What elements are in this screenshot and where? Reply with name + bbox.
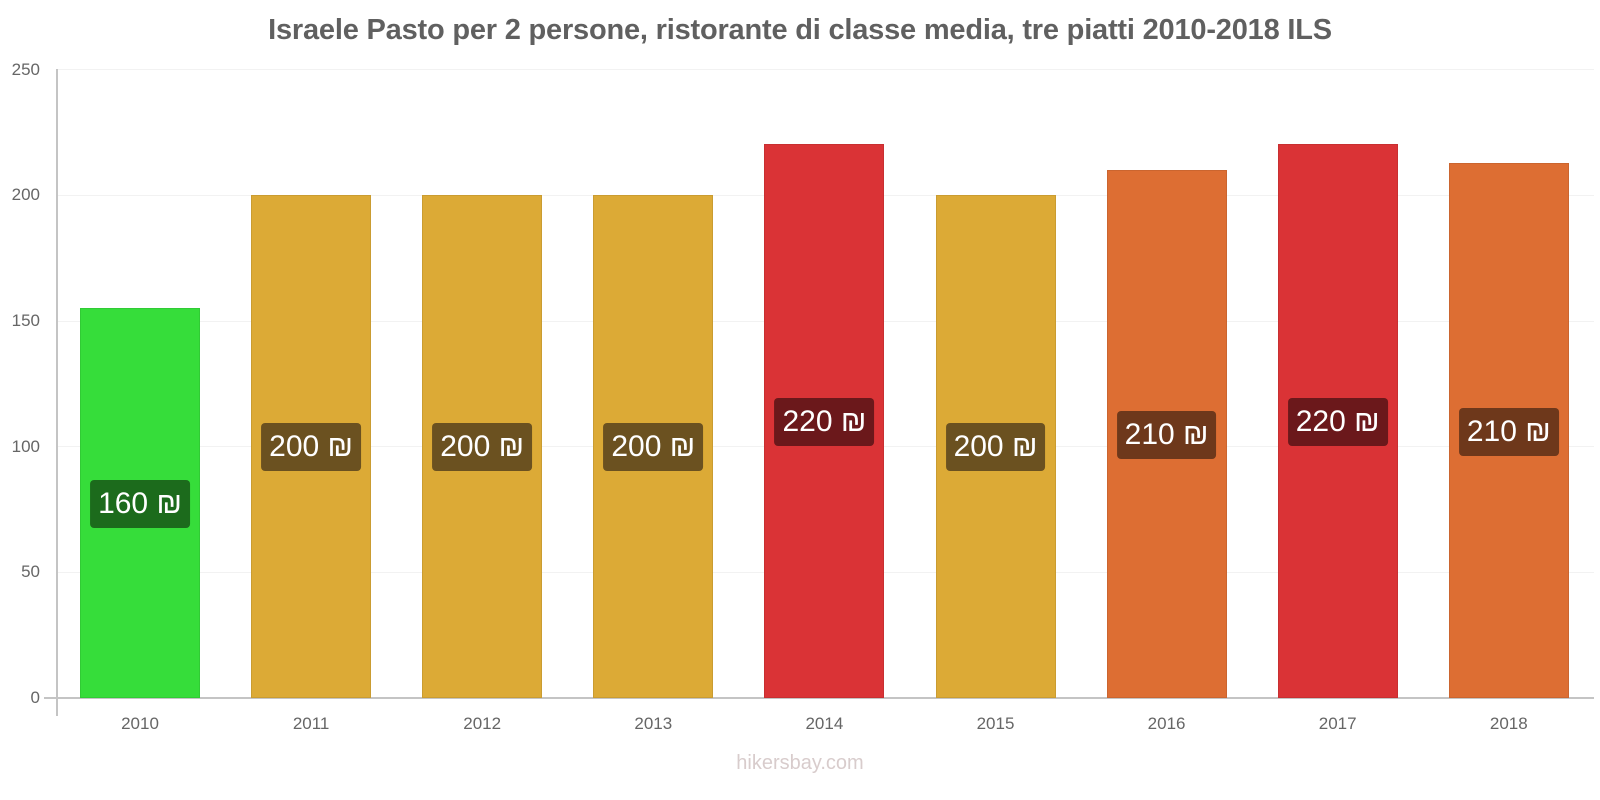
bar-value-label: 220 ₪ (774, 398, 875, 447)
y-axis-line (56, 69, 58, 716)
bar-value-label: 210 ₪ (1116, 410, 1217, 459)
x-tick-2013: 2013 (634, 714, 673, 733)
x-axis-line (44, 697, 1594, 699)
bar-2014: 220 ₪ (764, 144, 885, 698)
bar-value-label: 200 ₪ (261, 423, 362, 472)
y-tick-50: 50 (21, 562, 40, 581)
x-tick-2015: 2015 (976, 714, 1015, 733)
bar-2016: 210 ₪ (1106, 169, 1227, 698)
bar-value-label: 200 ₪ (432, 423, 533, 472)
x-tick-2014: 2014 (805, 714, 844, 733)
x-tick-2017: 2017 (1318, 714, 1357, 733)
x-tick-2011: 2011 (292, 714, 330, 733)
y-tick-0: 0 (30, 688, 40, 707)
bar-value-label: 200 ₪ (603, 423, 704, 472)
y-tick-150: 150 (11, 311, 40, 330)
x-tick-2012: 2012 (463, 714, 502, 733)
y-tick-200: 200 (11, 185, 40, 204)
bar-2015: 200 ₪ (935, 194, 1056, 698)
x-tick-2016: 2016 (1147, 714, 1186, 733)
bar-value-label: 200 ₪ (945, 423, 1046, 472)
bar-2010: 160 ₪ (80, 308, 200, 698)
y-tick-250: 250 (11, 60, 40, 79)
bar-value-label: 220 ₪ (1287, 398, 1388, 447)
bar-2013: 200 ₪ (593, 194, 714, 698)
bar-value-label: 210 ₪ (1458, 407, 1559, 456)
gridline-250 (56, 69, 1594, 70)
bar-2011: 200 ₪ (251, 194, 372, 698)
x-tick-2018: 2018 (1489, 714, 1528, 733)
bar-2018: 210 ₪ (1448, 163, 1569, 698)
bar-value-label: 160 ₪ (90, 480, 190, 528)
chart-title: Israele Pasto per 2 persone, ristorante … (268, 14, 1332, 46)
watermark: hikersbay.com (736, 752, 864, 774)
y-tick-100: 100 (11, 437, 40, 456)
bar-2017: 220 ₪ (1277, 144, 1398, 698)
x-tick-2010: 2010 (121, 714, 159, 733)
bar-2012: 200 ₪ (422, 194, 543, 698)
